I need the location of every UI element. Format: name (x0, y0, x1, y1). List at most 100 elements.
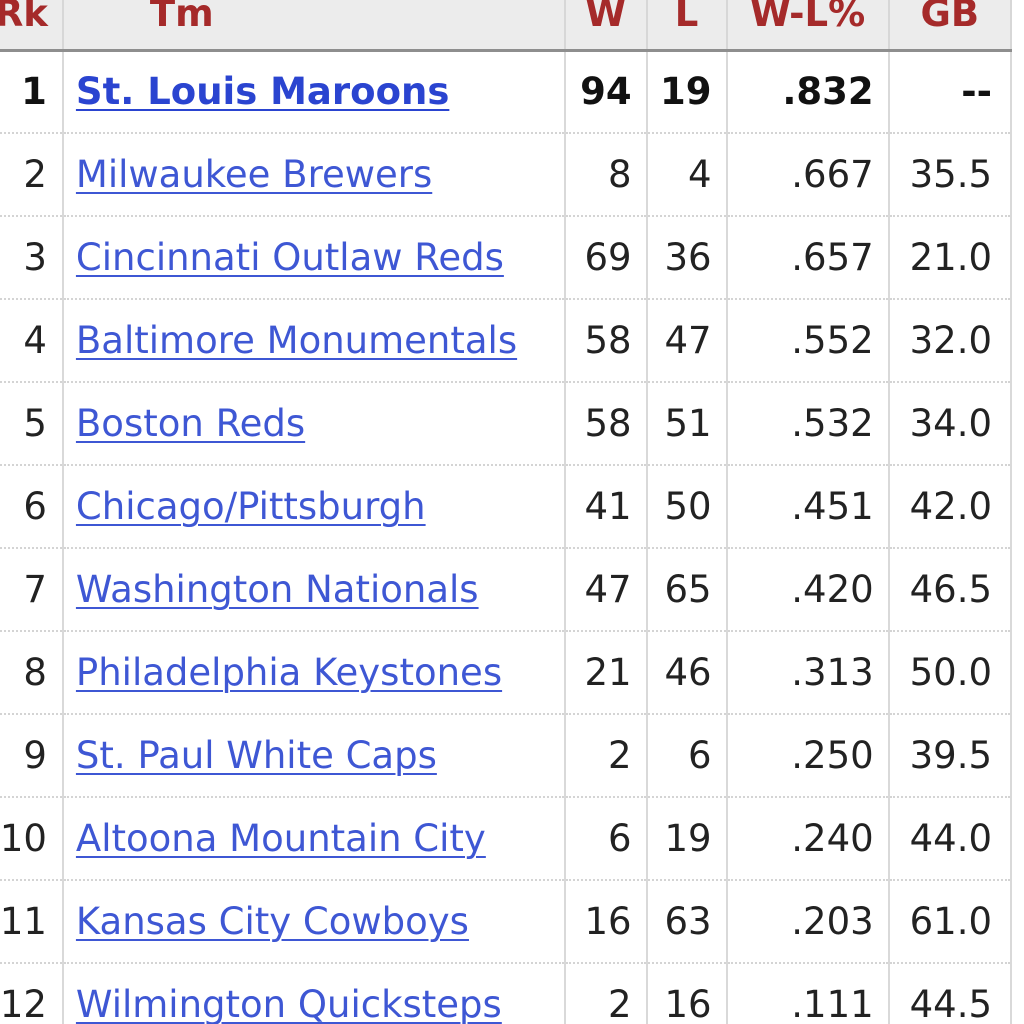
team-cell: Cincinnati Outlaw Reds (62, 216, 566, 300)
table-row: 12 Wilmington Quicksteps 2 16.111 44.5 (0, 963, 1013, 1024)
losses-cell: 51 (646, 382, 728, 466)
games-behind-cell: 44.5 (888, 963, 1013, 1024)
team-link[interactable]: Wilmington Quicksteps (75, 983, 502, 1024)
losses-column-header[interactable]: L (646, 0, 728, 52)
wins-cell: 6 (564, 797, 648, 881)
games-behind-cell: 34.0 (888, 382, 1013, 466)
table-row: 2 Milwaukee Brewers 8 4.667 35.5 (0, 133, 1013, 217)
losses-cell: 50 (646, 465, 728, 549)
team-link[interactable]: Philadelphia Keystones (75, 651, 503, 694)
games-behind-cell: 21.0 (888, 216, 1013, 300)
games-behind-cell: 46.5 (888, 548, 1013, 632)
losses-cell: 36 (646, 216, 728, 300)
win-pct-cell: .250 (726, 714, 890, 798)
losses-cell: 19 (646, 797, 728, 881)
win-pct-cell: .532 (726, 382, 890, 466)
win-pct-cell: .313 (726, 631, 890, 715)
losses-cell: 6 (646, 714, 728, 798)
wins-cell: 8 (564, 133, 648, 217)
team-link[interactable]: Altoona Mountain City (75, 817, 486, 860)
losses-cell: 47 (646, 299, 728, 383)
losses-cell: 63 (646, 880, 728, 964)
table-row: 10 Altoona Mountain City 6 19.240 44.0 (0, 797, 1013, 881)
team-cell: Chicago/Pittsburgh (62, 465, 566, 549)
wins-cell: 58 (564, 382, 648, 466)
rank-cell: 11 (0, 880, 64, 964)
team-cell: Milwaukee Brewers (62, 133, 566, 217)
wins-cell: 69 (564, 216, 648, 300)
table-body: 1 St. Louis Maroons 94 19.832 -- 2 Milwaukee B… (0, 50, 1013, 1024)
table-row: 3 Cincinnati Outlaw Reds 69 36.657 21.0 (0, 216, 1013, 300)
rank-cell: 4 (0, 299, 64, 383)
win-pct-cell: .203 (726, 880, 890, 964)
win-pct-cell: .420 (726, 548, 890, 632)
team-cell: St. Louis Maroons (62, 50, 566, 134)
games-behind-cell: 42.0 (888, 465, 1013, 549)
team-cell: Kansas City Cowboys (62, 880, 566, 964)
rank-cell: 9 (0, 714, 64, 798)
games-behind-cell: 35.5 (888, 133, 1013, 217)
win-pct-column-header[interactable]: W-L% (726, 0, 890, 52)
team-link[interactable]: Cincinnati Outlaw Reds (75, 236, 504, 279)
team-cell: Philadelphia Keystones (62, 631, 566, 715)
table-row: 9 St. Paul White Caps 2 6.250 39.5 (0, 714, 1013, 798)
team-cell: Altoona Mountain City (62, 797, 566, 881)
rank-cell: 1 (0, 50, 64, 134)
losses-cell: 4 (646, 133, 728, 217)
team-link[interactable]: St. Paul White Caps (75, 734, 437, 777)
table-row: 8 Philadelphia Keystones 21 46.313 50.0 (0, 631, 1013, 715)
wins-cell: 2 (564, 963, 648, 1024)
table-row: 7 Washington Nationals 47 65.420 46.5 (0, 548, 1013, 632)
header-row: Rk Tm W L W-L% GB (0, 0, 1013, 52)
team-cell: Boston Reds (62, 382, 566, 466)
team-link[interactable]: Kansas City Cowboys (75, 900, 469, 943)
team-link[interactable]: St. Louis Maroons (75, 70, 450, 114)
games-behind-cell: -- (888, 50, 1013, 134)
rank-cell: 3 (0, 216, 64, 300)
rank-cell: 2 (0, 133, 64, 217)
games-behind-cell: 50.0 (888, 631, 1013, 715)
games-behind-cell: 44.0 (888, 797, 1013, 881)
win-pct-cell: .667 (726, 133, 890, 217)
win-pct-cell: .111 (726, 963, 890, 1024)
games-behind-cell: 39.5 (888, 714, 1013, 798)
rank-column-header[interactable]: Rk (0, 0, 64, 52)
rank-cell: 6 (0, 465, 64, 549)
team-cell: Baltimore Monumentals (62, 299, 566, 383)
wins-cell: 21 (564, 631, 648, 715)
win-pct-cell: .552 (726, 299, 890, 383)
team-cell: Wilmington Quicksteps (62, 963, 566, 1024)
wins-column-header[interactable]: W (564, 0, 648, 52)
team-cell: St. Paul White Caps (62, 714, 566, 798)
team-column-header[interactable]: Tm (62, 0, 566, 52)
wins-cell: 41 (564, 465, 648, 549)
rank-cell: 10 (0, 797, 64, 881)
team-link[interactable]: Chicago/Pittsburgh (75, 485, 426, 528)
wins-cell: 94 (564, 50, 648, 134)
games-behind-column-header[interactable]: GB (888, 0, 1013, 52)
team-link[interactable]: Milwaukee Brewers (75, 153, 433, 196)
wins-cell: 47 (564, 548, 648, 632)
table-row: 11 Kansas City Cowboys 16 63.203 61.0 (0, 880, 1013, 964)
rank-cell: 12 (0, 963, 64, 1024)
win-pct-cell: .451 (726, 465, 890, 549)
team-cell: Washington Nationals (62, 548, 566, 632)
rank-cell: 7 (0, 548, 64, 632)
games-behind-cell: 61.0 (888, 880, 1013, 964)
team-link[interactable]: Boston Reds (75, 402, 306, 445)
win-pct-cell: .240 (726, 797, 890, 881)
win-pct-cell: .657 (726, 216, 890, 300)
losses-cell: 19 (646, 50, 728, 134)
team-link[interactable]: Baltimore Monumentals (75, 319, 518, 362)
rank-cell: 8 (0, 631, 64, 715)
table-row: 1 St. Louis Maroons 94 19.832 -- (0, 50, 1013, 134)
games-behind-cell: 32.0 (888, 299, 1013, 383)
losses-cell: 46 (646, 631, 728, 715)
losses-cell: 65 (646, 548, 728, 632)
table-header: Rk Tm W L W-L% GB (0, 0, 1013, 52)
table-row: 4 Baltimore Monumentals 58 47.552 32.0 (0, 299, 1013, 383)
table-row: 6 Chicago/Pittsburgh 41 50.451 42.0 (0, 465, 1013, 549)
team-link[interactable]: Washington Nationals (75, 568, 479, 611)
